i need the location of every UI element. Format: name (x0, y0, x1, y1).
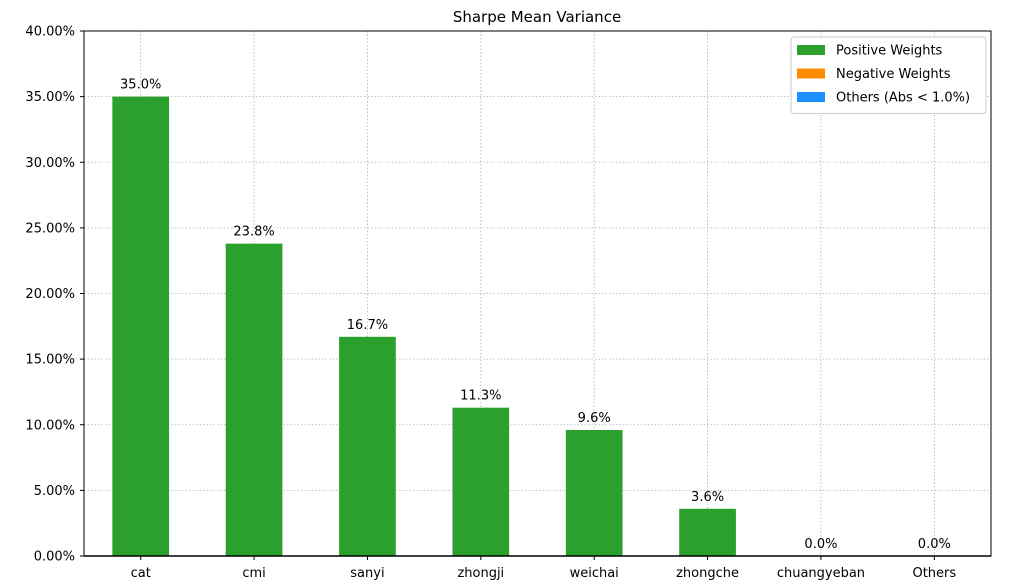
bar-zhongji (452, 407, 510, 556)
legend: Positive Weights Negative Weights Others (… (790, 36, 987, 114)
x-tick-label: sanyi (350, 566, 384, 581)
y-tick-label: 20.00% (25, 287, 75, 302)
x-tick-label: cmi (242, 566, 265, 581)
bar-zhongche (679, 508, 736, 556)
legend-label: Negative Weights (836, 67, 951, 82)
y-tick-label: 30.00% (25, 156, 75, 171)
bar-value-label: 23.8% (233, 225, 274, 240)
y-tick-label: 0.00% (34, 550, 75, 565)
x-tick-label: cat (131, 566, 151, 581)
x-tick-label: zhongche (676, 566, 739, 581)
bar-cmi (225, 243, 283, 556)
y-tick-label: 40.00% (25, 25, 75, 40)
legend-swatch (797, 68, 825, 79)
bar-value-label: 9.6% (578, 411, 611, 426)
chart-title: Sharpe Mean Variance (453, 8, 621, 26)
x-tick-label: Others (912, 566, 956, 581)
y-tick-label: 35.00% (25, 90, 75, 105)
bar-value-label: 35.0% (120, 78, 161, 93)
x-tick-label: zhongji (457, 566, 504, 581)
bar-sanyi (339, 336, 396, 556)
legend-label: Positive Weights (836, 44, 943, 59)
bar-value-label: 3.6% (691, 490, 724, 505)
data-labels-group: 35.0% 23.8% 16.7% 11.3% 9.6% 3.6% 0.0% 0.0% (120, 78, 951, 552)
bars-group (112, 96, 736, 556)
bar-weichai (565, 430, 623, 556)
legend-swatch (797, 92, 825, 102)
y-tick-label: 5.00% (34, 484, 75, 499)
bar-cat (112, 96, 170, 556)
plot-frame (83, 30, 992, 557)
bar-value-label: 11.3% (460, 389, 501, 404)
bar-value-label: 0.0% (918, 537, 951, 552)
x-axis: cat cmi sanyi zhongji weichai zhongche chuangy… (84, 555, 991, 581)
x-tick-label: weichai (570, 566, 619, 581)
legend-swatch (797, 45, 825, 55)
bar-value-label: 16.7% (347, 318, 388, 333)
legend-label: Others (Abs < 1.0%) (836, 91, 970, 106)
y-tick-label: 10.00% (25, 418, 75, 433)
legend-box (790, 36, 987, 114)
x-tick-label: chuangyeban (777, 566, 865, 581)
bar-value-label: 0.0% (804, 537, 837, 552)
y-axis: 0.00% 5.00% 10.00% 15.00% 20.00% 25.00% 30.00%… (25, 25, 84, 565)
y-tick-label: 15.00% (25, 353, 75, 368)
y-tick-label: 25.00% (25, 221, 75, 236)
